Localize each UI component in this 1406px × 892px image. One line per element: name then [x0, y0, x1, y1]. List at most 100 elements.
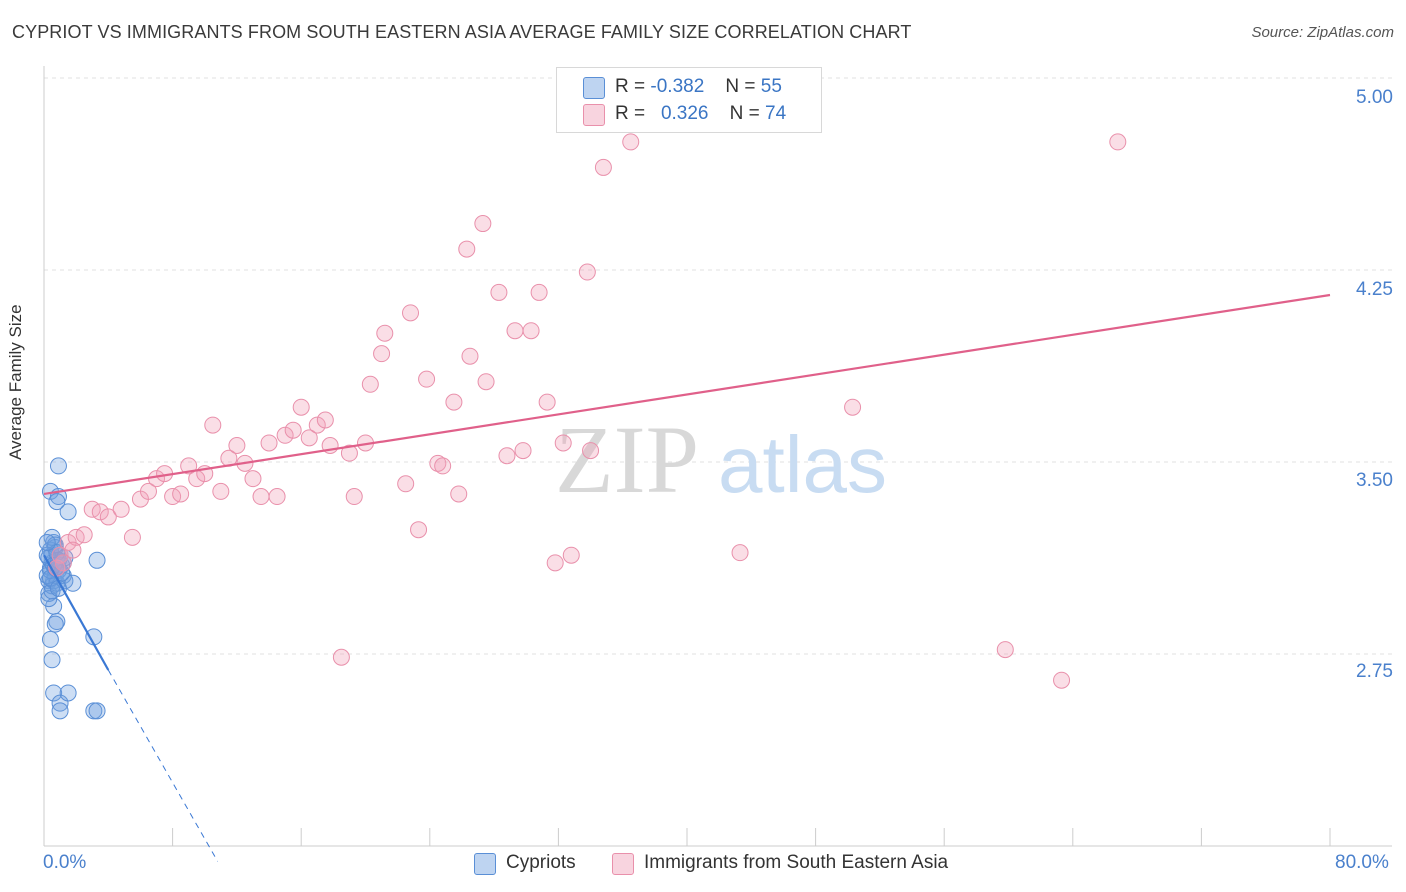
data-point-immigrants [1109, 133, 1127, 151]
data-point-immigrants [594, 158, 612, 176]
data-point-cypriots [46, 615, 64, 633]
legend-swatch-cypriots [583, 77, 605, 99]
data-point-cypriots [41, 630, 59, 648]
data-point-cypriots [51, 702, 69, 720]
legend-text-immigrants: R = 0.326 N = 74 [615, 103, 787, 124]
data-point-cypriots [59, 503, 77, 521]
data-point-cypriots [88, 702, 106, 720]
watermark: ZIP atlas [555, 406, 887, 513]
data-point-immigrants [276, 426, 294, 444]
bottom-legend-label-cypriots: Cypriots [506, 852, 576, 873]
data-point-cypriots [38, 546, 56, 564]
data-point-immigrants [228, 437, 246, 455]
data-point-immigrants [397, 475, 415, 493]
x-tick-label-max: 80.0% [1335, 852, 1389, 873]
data-point-immigrants [204, 416, 222, 434]
data-point-immigrants [477, 373, 495, 391]
trend-line-cypriots-extension [107, 669, 219, 862]
data-point-cypriots [48, 613, 66, 631]
data-point-immigrants [252, 488, 270, 506]
data-point-immigrants [461, 347, 479, 365]
data-point-immigrants [99, 508, 117, 526]
data-point-immigrants [514, 442, 532, 460]
data-point-immigrants [450, 485, 468, 503]
watermark-atlas: atlas [718, 420, 887, 509]
legend-text-cypriots: R = -0.382 N = 55 [615, 76, 782, 97]
correlation-legend: R = -0.382 N = 55 R = 0.326 N = 74 [556, 67, 822, 133]
y-tick-label: 3.50 [1356, 470, 1393, 491]
data-point-cypriots [38, 533, 56, 551]
y-axis-label: Average Family Size [6, 304, 25, 460]
data-point-immigrants [578, 263, 596, 281]
data-point-immigrants [212, 482, 230, 500]
y-tick-label: 2.75 [1356, 661, 1393, 682]
trend-line-cypriots [43, 554, 110, 671]
data-point-immigrants [64, 541, 82, 559]
data-point-immigrants [844, 398, 862, 416]
data-point-cypriots [45, 684, 63, 702]
data-point-cypriots [48, 493, 66, 511]
y-tick-label: 5.00 [1356, 87, 1393, 108]
data-point-immigrants [429, 454, 447, 472]
data-point-immigrants [562, 546, 580, 564]
data-point-immigrants [268, 488, 286, 506]
data-point-immigrants [332, 648, 350, 666]
data-point-immigrants [54, 554, 72, 572]
trend-layer [43, 293, 1331, 862]
y-tick-labels: 5.00 4.25 3.50 2.75 [1356, 87, 1393, 682]
data-point-immigrants [316, 411, 334, 429]
data-point-immigrants [300, 429, 318, 447]
data-point-immigrants [292, 398, 310, 416]
legend-swatch-immigrants [583, 104, 605, 126]
bottom-legend-label-immigrants: Immigrants from South Eastern Asia [644, 852, 949, 873]
data-point-immigrants [376, 324, 394, 342]
data-point-immigrants [75, 526, 93, 544]
y-tick-label: 4.25 [1356, 279, 1393, 300]
data-point-immigrants [530, 283, 548, 301]
bottom-legend-swatch-immigrants [612, 853, 634, 875]
data-point-immigrants [91, 503, 109, 521]
data-point-immigrants [172, 485, 190, 503]
data-point-cypriots [49, 457, 67, 475]
data-point-immigrants [1053, 671, 1071, 689]
x-tick-label-min: 0.0% [43, 852, 87, 873]
data-point-immigrants [554, 434, 572, 452]
data-point-immigrants [418, 370, 436, 388]
data-point-immigrants [244, 470, 262, 488]
data-point-immigrants [582, 442, 600, 460]
watermark-zip: ZIP [555, 406, 699, 513]
data-point-immigrants [546, 554, 564, 572]
data-point-immigrants [474, 215, 492, 233]
data-point-immigrants [361, 375, 379, 393]
chart-title: CYPRIOT VS IMMIGRANTS FROM SOUTH EASTERN… [12, 22, 912, 42]
data-point-immigrants [622, 133, 640, 151]
data-point-immigrants [340, 444, 358, 462]
data-point-immigrants [731, 544, 749, 562]
data-point-immigrants [260, 434, 278, 452]
data-point-immigrants [402, 304, 420, 322]
data-point-immigrants [506, 322, 524, 340]
data-point-immigrants [498, 447, 516, 465]
data-point-immigrants [112, 500, 130, 518]
chart-source: Source: ZipAtlas.com [1251, 24, 1394, 41]
data-point-immigrants [996, 641, 1014, 659]
data-point-immigrants [410, 521, 428, 539]
data-point-cypriots [59, 684, 77, 702]
data-point-cypriots [43, 651, 61, 669]
data-point-immigrants [490, 283, 508, 301]
bottom-legend-swatch-cypriots [474, 853, 496, 875]
gridlines [44, 77, 1392, 655]
data-point-immigrants [538, 393, 556, 411]
data-point-cypriots [88, 551, 106, 569]
data-point-immigrants [522, 322, 540, 340]
axes [43, 66, 1392, 847]
data-point-immigrants [434, 457, 452, 475]
data-point-immigrants [373, 345, 391, 363]
data-point-immigrants [308, 416, 326, 434]
data-point-immigrants [345, 488, 363, 506]
data-point-immigrants [284, 421, 302, 439]
series-layer [38, 133, 1127, 720]
data-point-immigrants [445, 393, 463, 411]
data-point-immigrants [123, 528, 141, 546]
